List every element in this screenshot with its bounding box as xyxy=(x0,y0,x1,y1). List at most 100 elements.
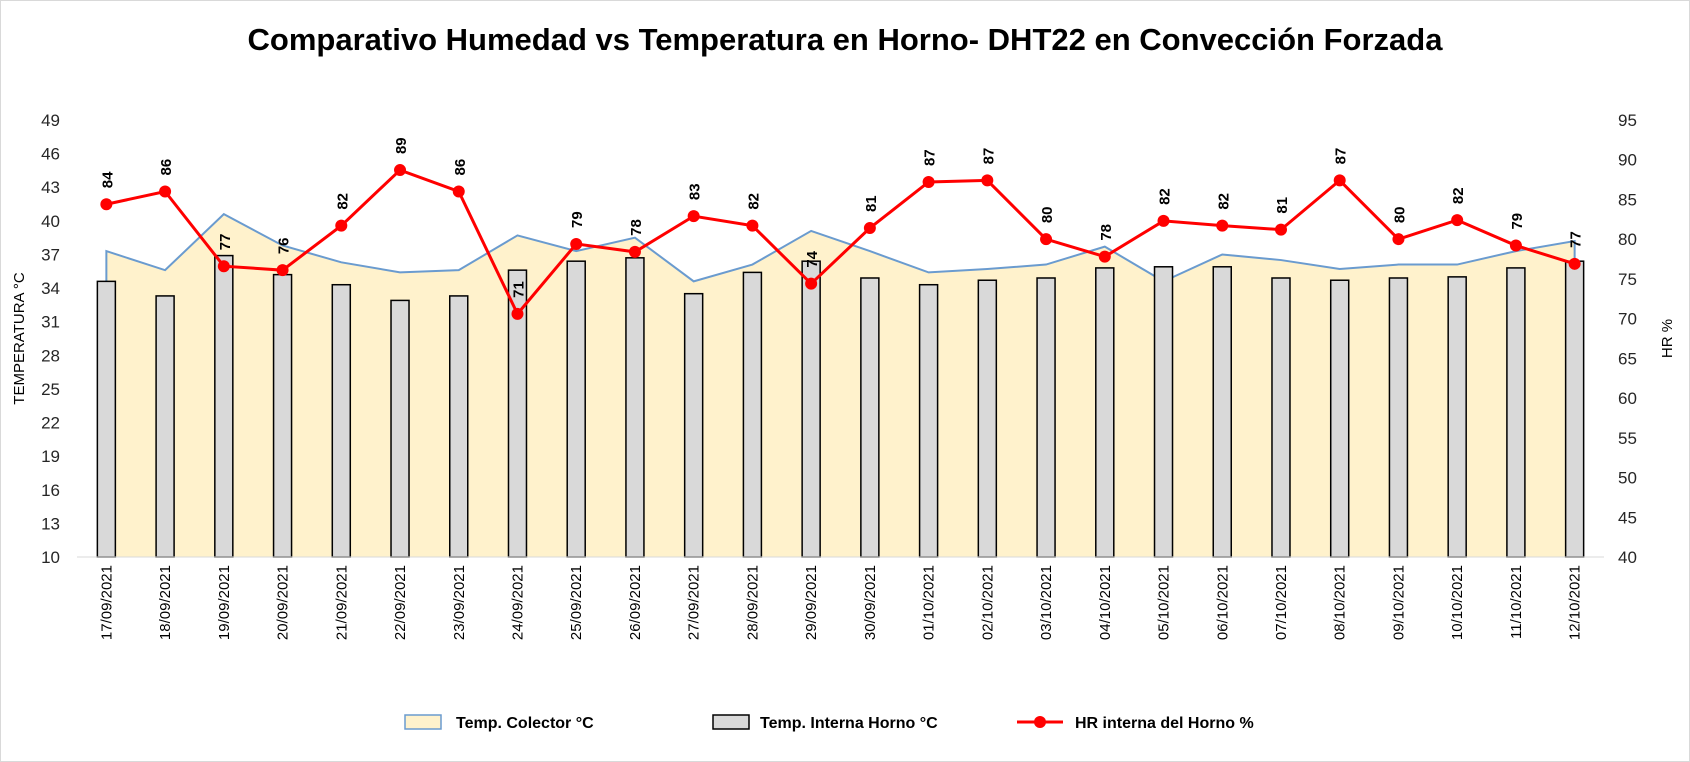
x-tick-label: 29/09/2021 xyxy=(803,565,820,640)
hr-point-19 xyxy=(1216,219,1229,232)
y-right-label: HR % xyxy=(1659,319,1676,358)
chart-title: Comparativo Humedad vs Temperatura en Ho… xyxy=(247,22,1443,57)
y-left-tick: 37 xyxy=(41,245,60,264)
x-tick-label: 20/09/2021 xyxy=(275,565,292,640)
x-tick-label: 02/10/2021 xyxy=(979,565,996,640)
hr-point-8 xyxy=(570,237,583,250)
collector-line xyxy=(105,212,1576,557)
x-tick-label: 07/10/2021 xyxy=(1273,565,1290,640)
y-left-tick: 43 xyxy=(41,178,60,197)
x-tick-label: 22/09/2021 xyxy=(392,565,409,640)
bar-interna-9 xyxy=(625,257,645,558)
x-tick-label: 11/10/2021 xyxy=(1508,565,1525,639)
x-tick-label: 01/10/2021 xyxy=(921,565,938,640)
x-tick-label: 28/09/2021 xyxy=(744,565,761,640)
y-right-tick: 40 xyxy=(1618,548,1637,567)
y-right-tick: 65 xyxy=(1618,349,1637,368)
hr-data-label: 78 xyxy=(1098,224,1115,241)
x-tick-label: 30/09/2021 xyxy=(862,565,879,640)
y-right-tick: 55 xyxy=(1618,429,1637,448)
legend-label-colector: Temp. Colector °C xyxy=(456,715,594,732)
hr-data-label: 83 xyxy=(687,183,704,200)
bar-interna-18 xyxy=(1153,266,1174,558)
y-left-tick: 16 xyxy=(41,481,60,500)
x-tick-label: 23/09/2021 xyxy=(451,565,468,640)
bar-interna-22 xyxy=(1388,277,1409,558)
x-tick-label: 08/10/2021 xyxy=(1332,565,1349,640)
hr-point-20 xyxy=(1274,223,1287,236)
hr-point-14 xyxy=(922,175,935,188)
bar-interna-12 xyxy=(801,260,821,558)
y-left-tick: 49 xyxy=(41,111,60,130)
hr-point-24 xyxy=(1509,239,1522,252)
bar-interna-6 xyxy=(449,295,469,558)
bar-interna-4 xyxy=(331,283,352,558)
bar-interna-23 xyxy=(1447,276,1467,558)
y-left-tick: 19 xyxy=(41,447,60,466)
hr-point-11 xyxy=(746,219,759,232)
hr-data-label: 79 xyxy=(569,211,586,228)
hr-point-1 xyxy=(159,185,172,198)
bar-interna-1 xyxy=(155,295,175,558)
hr-point-15 xyxy=(981,174,994,187)
bar-interna-11 xyxy=(742,271,763,558)
hr-point-13 xyxy=(863,222,876,235)
x-tick-label: 03/10/2021 xyxy=(1038,565,1055,640)
y-left-tick: 13 xyxy=(41,514,60,533)
hr-point-25 xyxy=(1568,257,1581,270)
y-left-tick: 34 xyxy=(41,279,60,298)
bar-interna-13 xyxy=(860,277,880,558)
bar-interna-16 xyxy=(1036,277,1056,558)
bar-interna-17 xyxy=(1095,267,1115,558)
hr-data-label: 82 xyxy=(745,193,762,210)
y-left-tick: 40 xyxy=(41,212,60,231)
y-left-tick: 46 xyxy=(41,145,60,164)
y-right-tick: 60 xyxy=(1618,389,1637,408)
x-tick-label: 21/09/2021 xyxy=(333,565,350,640)
bar-interna-5 xyxy=(390,299,410,558)
hr-data-label: 87 xyxy=(1333,148,1350,165)
hr-data-label: 82 xyxy=(334,193,351,210)
x-tick-label: 19/09/2021 xyxy=(216,565,233,640)
hr-data-label: 86 xyxy=(452,159,469,176)
legend-swatch-colector xyxy=(404,714,442,730)
hr-data-label: 77 xyxy=(1568,231,1585,248)
hr-data-label: 89 xyxy=(393,137,410,154)
y-left-tick: 31 xyxy=(41,313,60,332)
x-tick-label: 18/09/2021 xyxy=(157,565,174,640)
hr-point-7 xyxy=(511,307,524,320)
x-tick-label: 17/09/2021 xyxy=(98,565,115,640)
bar-interna-20 xyxy=(1271,277,1291,558)
hr-point-3 xyxy=(276,264,289,277)
y-left-tick: 10 xyxy=(41,548,60,567)
bar-interna-2 xyxy=(214,254,234,558)
hr-data-label: 80 xyxy=(1039,206,1056,223)
hr-point-2 xyxy=(217,260,230,273)
hr-point-22 xyxy=(1392,233,1405,246)
hr-line xyxy=(106,168,1576,317)
x-tick-label: 26/09/2021 xyxy=(627,565,644,640)
legend-marker-hr xyxy=(1034,716,1046,728)
x-tick-label: 10/10/2021 xyxy=(1449,565,1466,640)
bar-interna-24 xyxy=(1506,267,1526,558)
hr-point-4 xyxy=(335,219,348,232)
legend-label-interna: Temp. Interna Horno °C xyxy=(760,715,938,732)
hr-data-label: 77 xyxy=(217,234,234,251)
y-left-tick: 28 xyxy=(41,346,60,365)
bar-interna-21 xyxy=(1329,279,1350,558)
hr-point-10 xyxy=(687,210,700,223)
y-right-tick: 75 xyxy=(1618,270,1637,289)
x-tick-label: 25/09/2021 xyxy=(568,565,585,640)
collector-area xyxy=(106,214,1575,557)
x-tick-label: 04/10/2021 xyxy=(1097,565,1114,640)
legend-swatch-interna xyxy=(712,714,750,730)
hr-data-label: 79 xyxy=(1509,213,1526,230)
hr-data-label: 87 xyxy=(922,149,939,166)
hr-data-label: 87 xyxy=(980,148,997,165)
hr-data-label: 71 xyxy=(510,281,527,298)
bar-interna-25 xyxy=(1564,260,1585,558)
x-tick-label: 06/10/2021 xyxy=(1214,565,1231,640)
bar-interna-10 xyxy=(683,292,704,558)
y-right-tick: 50 xyxy=(1618,469,1637,488)
